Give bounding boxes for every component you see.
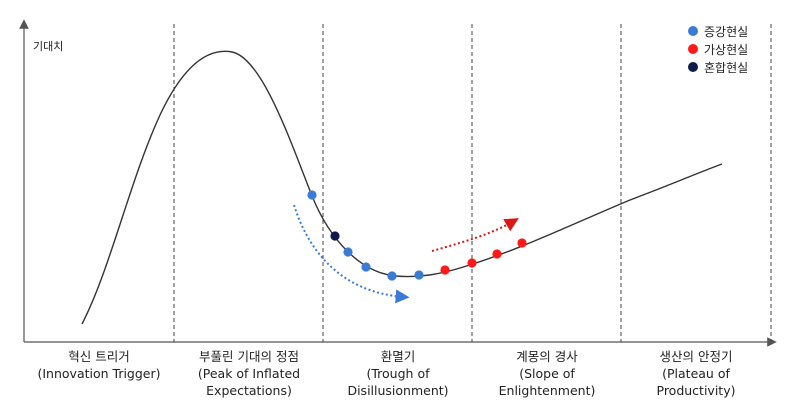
ar-marker xyxy=(387,271,397,281)
phase-label-ko: 혁신 트리거 xyxy=(68,349,130,364)
vr-marker xyxy=(517,238,527,248)
vr-marker xyxy=(467,258,477,268)
phase-innovation-trigger: 혁신 트리거 (Innovation Trigger) xyxy=(24,348,174,382)
legend-dot-vr xyxy=(688,44,698,54)
phase-peak: 부풀린 기대의 정점 (Peak of Inflated Expectation… xyxy=(174,348,324,399)
vr-trend-arrow xyxy=(431,218,519,252)
phase-label-en: (Plateau of Productivity) xyxy=(656,366,736,398)
phase-label-ko: 계몽의 경사 xyxy=(516,349,578,364)
phase-label-en: (Slope of Enlightenment) xyxy=(498,366,596,398)
mr-marker xyxy=(330,231,340,241)
hype-curve xyxy=(81,50,723,325)
legend-item-mr: 혼합현실 xyxy=(688,58,748,76)
phase-label-ko: 부풀린 기대의 정점 xyxy=(199,349,299,364)
phase-label-ko: 환멸기 xyxy=(380,349,416,364)
legend: 증강현실 가상현실 혼합현실 xyxy=(688,22,748,76)
legend-dot-mr xyxy=(688,62,698,72)
phase-label-en: (Peak of Inflated Expectations) xyxy=(197,366,301,398)
phase-label-en: (Innovation Trigger) xyxy=(37,366,161,381)
vr-marker xyxy=(440,265,450,275)
phase-plateau: 생산의 안정기 (Plateau of Productivity) xyxy=(621,348,771,399)
vr-marker xyxy=(492,249,502,259)
phase-slope: 계몽의 경사 (Slope of Enlightenment) xyxy=(472,348,622,399)
legend-item-vr: 가상현실 xyxy=(688,40,748,58)
legend-label-mr: 혼합현실 xyxy=(704,60,749,75)
ar-trend-arrow xyxy=(293,204,410,304)
phase-label-en: (Trough of Disillusionment) xyxy=(347,366,449,398)
technology-markers xyxy=(307,190,527,281)
phase-label-ko: 생산의 안정기 xyxy=(659,349,733,364)
legend-label-ar: 증강현실 xyxy=(704,24,749,39)
legend-dot-ar xyxy=(688,26,698,36)
ar-marker xyxy=(361,262,371,272)
ar-marker xyxy=(343,247,353,257)
ar-marker xyxy=(414,270,424,280)
y-axis-label: 기대치 xyxy=(33,40,64,53)
legend-item-ar: 증강현실 xyxy=(688,22,748,40)
ar-marker xyxy=(307,190,317,200)
legend-label-vr: 가상현실 xyxy=(704,42,749,57)
phase-trough: 환멸기 (Trough of Disillusionment) xyxy=(323,348,473,399)
